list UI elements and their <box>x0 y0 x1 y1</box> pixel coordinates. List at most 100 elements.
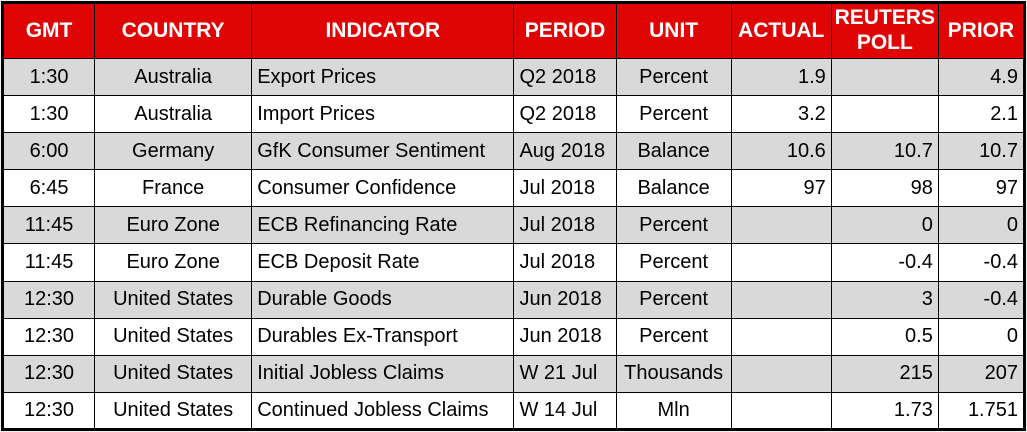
table-row: 12:30 United States Durables Ex-Transport J… <box>1 317 1026 356</box>
table-row: 6:00 Germany GfK Consumer Sentiment Aug 201… <box>1 132 1026 171</box>
cell-country: United States <box>94 391 253 431</box>
cell-actual <box>730 317 832 356</box>
table-row: 12:30 United States Continued Jobless Clai… <box>1 391 1026 431</box>
cell-prior: 0 <box>937 317 1026 356</box>
cell-period: Q2 2018 <box>513 95 617 134</box>
column-header-reuters_poll: REUTERS POLL <box>830 2 939 59</box>
cell-period: Q2 2018 <box>513 57 617 97</box>
cell-period: Aug 2018 <box>513 132 617 171</box>
table-row: 1:30 Australia Import Prices Q2 2018 Percent… <box>1 95 1026 134</box>
cell-actual <box>730 206 832 245</box>
cell-indicator: Initial Jobless Claims <box>251 354 515 393</box>
cell-unit: Percent <box>615 243 732 282</box>
cell-country: Euro Zone <box>94 206 253 245</box>
column-header-gmt: GMT <box>1 2 96 59</box>
cell-period: Jul 2018 <box>513 206 617 245</box>
cell-actual <box>730 391 832 431</box>
cell-actual: 10.6 <box>730 132 832 171</box>
cell-gmt: 6:00 <box>1 132 96 171</box>
table-header: GMT COUNTRY INDICATOR PERIOD UNIT ACTUAL REUTE… <box>1 2 1026 59</box>
table-row: 12:30 United States Durable Goods Jun 2018 P… <box>1 280 1026 319</box>
cell-prior: 10.7 <box>937 132 1026 171</box>
cell-period: Jun 2018 <box>513 317 617 356</box>
cell-indicator: ECB Deposit Rate <box>251 243 515 282</box>
cell-prior: 97 <box>937 169 1026 208</box>
cell-prior: 2.1 <box>937 95 1026 134</box>
column-header-prior: PRIOR <box>937 2 1026 59</box>
cell-country: Australia <box>94 57 253 97</box>
cell-gmt: 11:45 <box>1 243 96 282</box>
table-row: 1:30 Australia Export Prices Q2 2018 Percent… <box>1 57 1026 97</box>
cell-reuters_poll <box>830 57 939 97</box>
cell-period: Jun 2018 <box>513 280 617 319</box>
cell-actual: 1.9 <box>730 57 832 97</box>
cell-actual <box>730 280 832 319</box>
table-row: 11:45 Euro Zone ECB Refinancing Rate Jul 20… <box>1 206 1026 245</box>
cell-actual: 3.2 <box>730 95 832 134</box>
cell-unit: Percent <box>615 317 732 356</box>
header-row: GMT COUNTRY INDICATOR PERIOD UNIT ACTUAL REUTE… <box>1 2 1026 59</box>
cell-indicator: Durables Ex-Transport <box>251 317 515 356</box>
cell-unit: Mln <box>615 391 732 431</box>
table-row: 6:45 France Consumer Confidence Jul 2018 Bal… <box>1 169 1026 208</box>
cell-country: Australia <box>94 95 253 134</box>
column-header-actual: ACTUAL <box>730 2 832 59</box>
cell-unit: Percent <box>615 95 732 134</box>
cell-gmt: 6:45 <box>1 169 96 208</box>
cell-reuters_poll: 98 <box>830 169 939 208</box>
cell-unit: Balance <box>615 169 732 208</box>
table-body: 1:30 Australia Export Prices Q2 2018 Percent… <box>1 57 1026 431</box>
cell-indicator: Continued Jobless Claims <box>251 391 515 431</box>
cell-prior: -0.4 <box>937 243 1026 282</box>
column-header-indicator: INDICATOR <box>251 2 515 59</box>
cell-gmt: 12:30 <box>1 280 96 319</box>
cell-reuters_poll: 0 <box>830 206 939 245</box>
cell-reuters_poll: 215 <box>830 354 939 393</box>
cell-country: Germany <box>94 132 253 171</box>
cell-reuters_poll <box>830 95 939 134</box>
cell-country: Euro Zone <box>94 243 253 282</box>
cell-prior: -0.4 <box>937 280 1026 319</box>
cell-unit: Percent <box>615 280 732 319</box>
cell-unit: Thousands <box>615 354 732 393</box>
cell-prior: 4.9 <box>937 57 1026 97</box>
cell-gmt: 12:30 <box>1 391 96 431</box>
column-header-period: PERIOD <box>513 2 617 59</box>
cell-indicator: Import Prices <box>251 95 515 134</box>
cell-reuters_poll: 0.5 <box>830 317 939 356</box>
cell-gmt: 12:30 <box>1 317 96 356</box>
cell-period: W 14 Jul <box>513 391 617 431</box>
cell-indicator: Consumer Confidence <box>251 169 515 208</box>
column-header-country: COUNTRY <box>94 2 253 59</box>
table-row: 12:30 United States Initial Jobless Claims… <box>1 354 1026 393</box>
cell-indicator: Export Prices <box>251 57 515 97</box>
cell-indicator: GfK Consumer Sentiment <box>251 132 515 171</box>
cell-gmt: 1:30 <box>1 57 96 97</box>
cell-gmt: 12:30 <box>1 354 96 393</box>
cell-period: W 21 Jul <box>513 354 617 393</box>
cell-period: Jul 2018 <box>513 169 617 208</box>
cell-reuters_poll: -0.4 <box>830 243 939 282</box>
cell-reuters_poll: 10.7 <box>830 132 939 171</box>
cell-actual <box>730 243 832 282</box>
cell-prior: 207 <box>937 354 1026 393</box>
cell-prior: 0 <box>937 206 1026 245</box>
cell-unit: Percent <box>615 57 732 97</box>
cell-actual <box>730 354 832 393</box>
cell-country: United States <box>94 317 253 356</box>
cell-indicator: ECB Refinancing Rate <box>251 206 515 245</box>
cell-country: United States <box>94 280 253 319</box>
column-header-unit: UNIT <box>615 2 732 59</box>
cell-country: France <box>94 169 253 208</box>
table-row: 11:45 Euro Zone ECB Deposit Rate Jul 2018 Pe… <box>1 243 1026 282</box>
cell-country: United States <box>94 354 253 393</box>
cell-indicator: Durable Goods <box>251 280 515 319</box>
cell-prior: 1.751 <box>937 391 1026 431</box>
cell-reuters_poll: 3 <box>830 280 939 319</box>
cell-unit: Balance <box>615 132 732 171</box>
cell-period: Jul 2018 <box>513 243 617 282</box>
cell-reuters_poll: 1.73 <box>830 391 939 431</box>
cell-gmt: 11:45 <box>1 206 96 245</box>
